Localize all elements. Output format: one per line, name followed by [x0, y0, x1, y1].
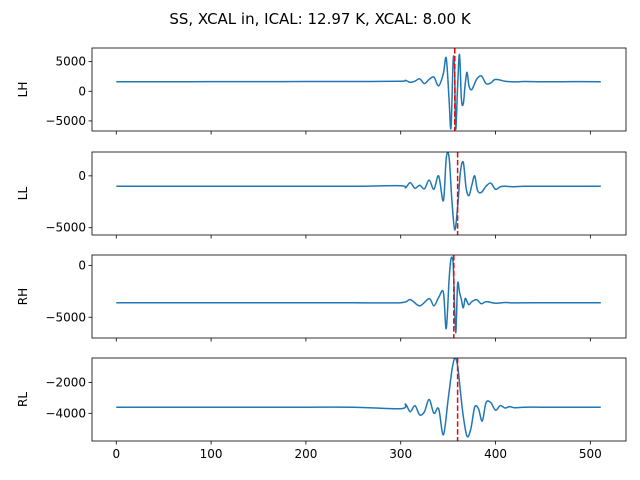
y-tick-label: 0 [78, 84, 86, 98]
subplot-lh: −5000 0 5000 LH [16, 47, 627, 135]
axes-frame [91, 357, 627, 442]
y-axis-label: LH [16, 82, 30, 98]
series-line-rh [116, 256, 601, 334]
x-tick-label: 300 [389, 447, 412, 461]
x-tick-label: 400 [484, 447, 507, 461]
axes-frame [91, 151, 627, 236]
y-tick-label: 0 [78, 258, 86, 272]
y-tick-label: −5000 [45, 310, 86, 324]
y-tick-label: −4000 [45, 406, 86, 420]
y-axis-label: LL [16, 187, 30, 201]
y-axis-label: RH [16, 288, 30, 305]
axes-frame [91, 47, 627, 132]
y-tick-label: 0 [78, 169, 86, 183]
y-tick-label: 5000 [55, 55, 86, 69]
figure-title: SS, XCAL in, ICAL: 12.97 K, XCAL: 8.00 K [169, 10, 472, 28]
series-line-lh [116, 53, 601, 130]
series-line-ll [116, 152, 601, 231]
subplot-stack: −5000 0 5000 LH −5000 0 LL −5000 0 RH −4000 −2000 0 1… [16, 47, 627, 461]
x-tick-label: 500 [579, 447, 602, 461]
y-axis-label: RL [16, 392, 30, 407]
y-tick-label: −5000 [45, 221, 86, 235]
subplot-rh: −5000 0 RH [16, 254, 627, 342]
axes-frame [91, 254, 627, 339]
x-tick-label: 200 [294, 447, 317, 461]
subplot-rl: −4000 −2000 0 100 200 300 400 500 RL [16, 357, 627, 461]
y-tick-label: −5000 [45, 114, 86, 128]
series-line-rl [116, 358, 601, 438]
y-tick-label: −2000 [45, 376, 86, 390]
subplot-ll: −5000 0 LL [16, 151, 627, 239]
x-tick-label: 100 [200, 447, 223, 461]
x-tick-label: 0 [112, 447, 120, 461]
